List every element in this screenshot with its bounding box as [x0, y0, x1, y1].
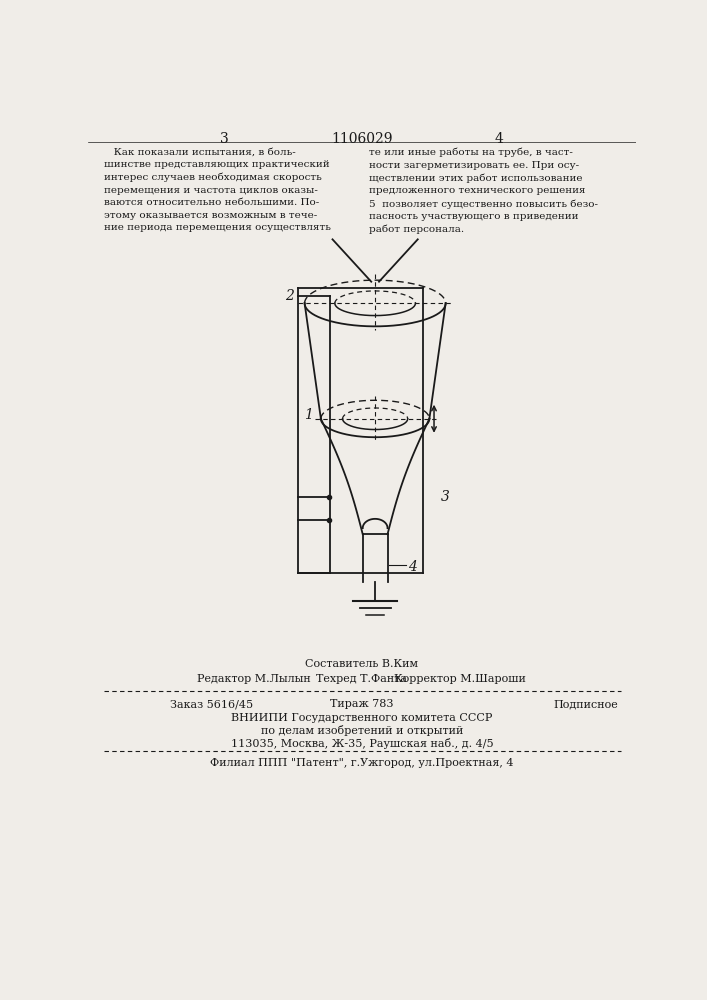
- Text: Заказ 5616/45: Заказ 5616/45: [170, 699, 253, 709]
- Text: Составитель В.Ким: Составитель В.Ким: [305, 659, 419, 669]
- Text: 4: 4: [408, 560, 416, 574]
- Text: Редактор М.Лылын: Редактор М.Лылын: [197, 674, 310, 684]
- Text: 1: 1: [304, 408, 313, 422]
- Text: 2: 2: [285, 289, 293, 303]
- Text: Как показали испытания, в боль-
шинстве представляющих практический
интерес случ: Как показали испытания, в боль- шинстве …: [104, 148, 331, 232]
- Text: Корректор М.Шароши: Корректор М.Шароши: [395, 674, 526, 684]
- Text: 4: 4: [495, 132, 503, 146]
- Text: 3: 3: [441, 490, 450, 504]
- Text: 113035, Москва, Ж-35, Раушская наб., д. 4/5: 113035, Москва, Ж-35, Раушская наб., д. …: [230, 738, 493, 749]
- Text: 1106029: 1106029: [331, 132, 392, 146]
- Text: Тираж 783: Тираж 783: [330, 699, 394, 709]
- Text: ВНИИПИ Государственного комитета СССР: ВНИИПИ Государственного комитета СССР: [231, 713, 493, 723]
- Text: Филиал ППП "Патент", г.Ужгород, ул.Проектная, 4: Филиал ППП "Патент", г.Ужгород, ул.Проек…: [210, 758, 514, 768]
- Text: Подписное: Подписное: [554, 699, 618, 709]
- Text: Техред Т.Фанта: Техред Т.Фанта: [317, 674, 407, 684]
- Text: те или иные работы на трубе, в част-
ности загерметизировать ее. При осу-
ществл: те или иные работы на трубе, в част- нос…: [369, 148, 598, 234]
- Text: 3: 3: [220, 132, 228, 146]
- Text: по делам изобретений и открытий: по делам изобретений и открытий: [261, 725, 463, 736]
